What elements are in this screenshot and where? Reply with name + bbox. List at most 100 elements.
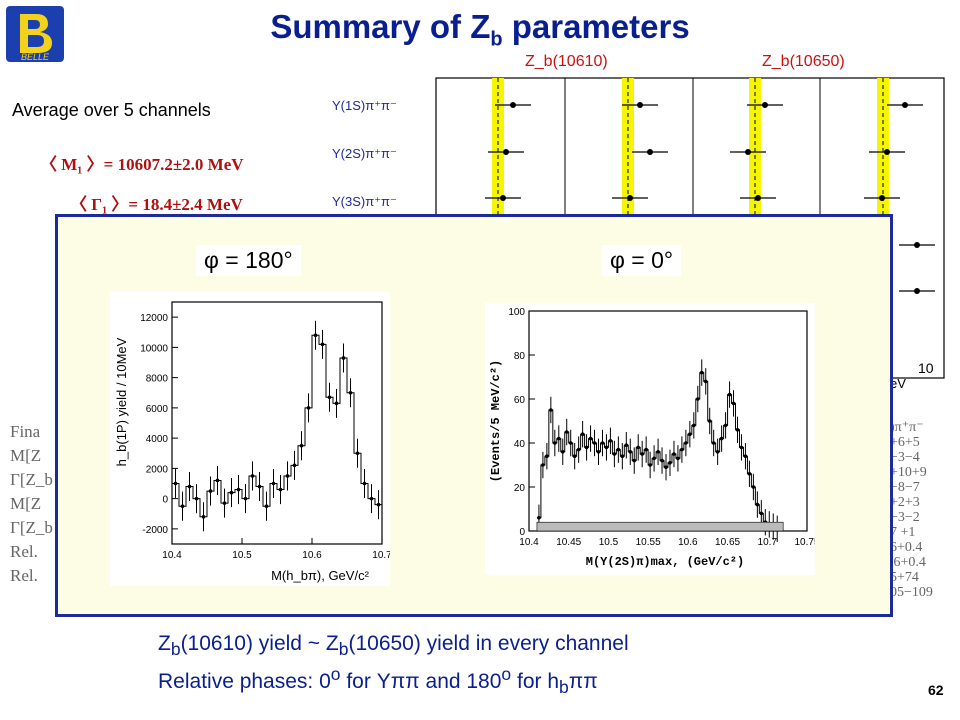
channel-label: Υ(1S)π⁺π⁻ (332, 98, 397, 113)
data-point (271, 481, 276, 486)
data-point (914, 288, 920, 294)
data-point (576, 447, 581, 452)
y-tick-label: -2000 (142, 525, 168, 536)
data-point (612, 452, 617, 456)
axis-tick-10: 10 (918, 360, 934, 376)
data-point (187, 484, 192, 489)
table-row: 05−109 (890, 585, 933, 600)
data-point (327, 395, 332, 400)
x-axis-label: M(h_bπ), GeV/c² (271, 568, 369, 583)
data-point (588, 436, 593, 441)
data-point (636, 445, 641, 450)
data-point (735, 428, 740, 432)
data-point (236, 487, 241, 492)
data-point (668, 461, 672, 465)
data-point (369, 496, 374, 501)
data-point (719, 436, 724, 441)
y-tick-label: 20 (514, 483, 526, 494)
summary-line-2: Relative phases: 0o for Υππ and 180o for… (158, 664, 598, 698)
data-point (644, 447, 648, 452)
data-point (355, 451, 360, 456)
data-point (215, 478, 220, 483)
table-row: 6+0.4 (890, 540, 923, 555)
data-point (553, 441, 557, 445)
data-point (376, 502, 381, 507)
data-point (608, 439, 613, 443)
data-point (727, 392, 732, 397)
y-tick-label: 40 (514, 439, 526, 450)
x-axis-label: M(Υ(2S)π)max, (GeV/c²) (586, 555, 744, 569)
data-point (680, 447, 684, 452)
y-tick-label: 8000 (146, 374, 169, 385)
background-band (536, 521, 784, 532)
data-point (640, 452, 644, 456)
channel-label: Υ(3S)π⁺π⁻ (332, 194, 397, 209)
x-tick-label: 10.4 (162, 550, 182, 561)
phase-180-label: φ = 180° (196, 245, 301, 276)
table-row: +10+9 (890, 465, 927, 480)
data-point (759, 511, 764, 516)
data-point (320, 342, 325, 347)
data-point (306, 406, 311, 410)
page-title: Summary of Zb parameters (270, 8, 690, 51)
data-point (688, 432, 692, 436)
data-point (564, 430, 569, 434)
data-point (620, 454, 625, 458)
data-point (500, 195, 506, 201)
header-zb10650-label: Z_b(10650) (762, 53, 845, 70)
x-tick-label: 10.55 (636, 537, 661, 548)
data-point (632, 458, 637, 463)
table-row: 5+74 (890, 570, 919, 585)
axis-unit-fragment: eV (890, 376, 906, 388)
data-point (600, 441, 605, 445)
table-row: Γ[Z_b (10, 470, 53, 489)
data-point (299, 443, 304, 448)
data-point (914, 242, 920, 248)
data-point (695, 397, 700, 401)
data-point (334, 401, 339, 406)
table-row: 7 +1 (890, 525, 916, 540)
data-point (676, 456, 680, 461)
x-tick-label: 10.7 (758, 537, 778, 548)
x-tick-label: 10.6 (678, 537, 698, 548)
y-tick-label: 0 (519, 527, 525, 538)
data-point (560, 450, 565, 454)
table-row: +6+5 (890, 435, 920, 450)
data-point (707, 419, 712, 423)
table-row: M[Z (10, 494, 42, 513)
table-row: −3−2 (890, 510, 920, 525)
table-row: Rel. (10, 542, 38, 561)
table-row: .6+0.4 (890, 555, 926, 570)
data-point (362, 481, 367, 486)
table-row: Γ[Z_b (10, 518, 53, 537)
data-point (723, 423, 728, 428)
x-tick-label: 10.5 (599, 537, 619, 548)
data-point (201, 514, 206, 519)
data-point (672, 452, 676, 456)
x-tick-label: 10.65 (715, 537, 740, 548)
y-tick-label: 12000 (140, 313, 168, 324)
data-point (731, 401, 736, 406)
data-point (541, 463, 545, 467)
data-point (751, 485, 756, 489)
data-point (194, 496, 199, 501)
x-tick-label: 10.7 (372, 550, 390, 561)
data-point (208, 489, 213, 493)
data-point (656, 450, 660, 454)
y-tick-label: 100 (508, 307, 525, 318)
data-point (616, 447, 621, 452)
data-point (549, 408, 553, 412)
data-point (699, 370, 704, 375)
data-point (180, 504, 185, 508)
data-point (313, 333, 318, 338)
data-point (703, 379, 708, 384)
data-point (584, 445, 589, 450)
table-row: Rel. (10, 566, 38, 585)
x-tick-label: 10.4 (519, 537, 539, 548)
phase-0-label: φ = 0° (602, 245, 682, 276)
data-point (902, 102, 908, 108)
data-point (624, 443, 629, 447)
results-table-left: Fina M[Z Γ[Z_b M[Z Γ[Z_b Rel. Rel. (10, 420, 53, 588)
data-point (503, 149, 509, 155)
data-point (257, 484, 262, 489)
